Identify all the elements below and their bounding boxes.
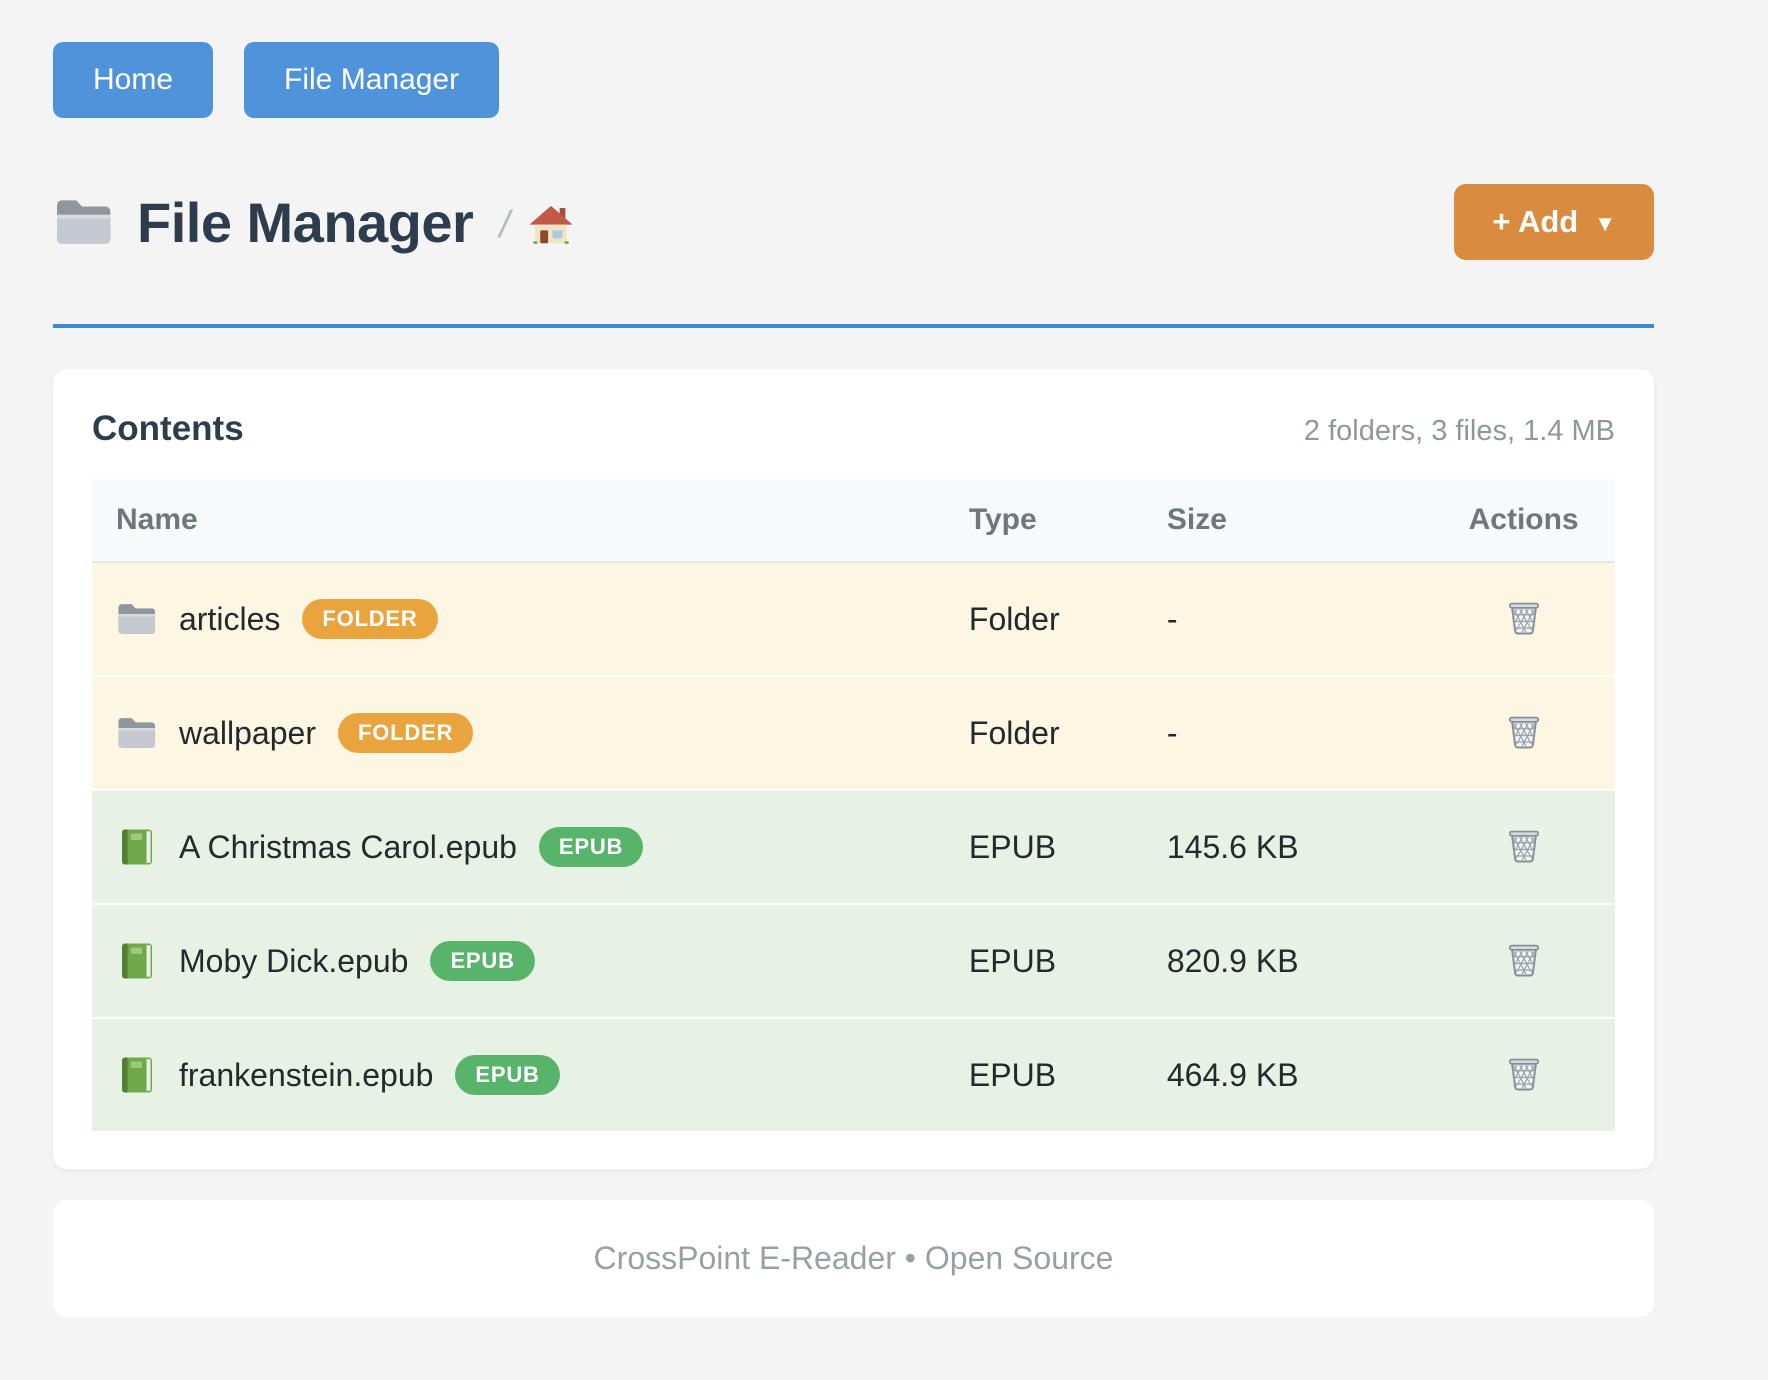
size-cell: -	[1142, 675, 1433, 790]
size-cell: 464.9 KB	[1142, 1017, 1433, 1131]
delete-button[interactable]	[1500, 935, 1548, 983]
type-cell: Folder	[944, 675, 1143, 790]
file-table-body: articles FOLDER Folder -	[92, 562, 1615, 1131]
column-header-size: Size	[1142, 479, 1433, 563]
wastebasket-icon	[1504, 825, 1544, 865]
name-cell: frankenstein.epub EPUB	[92, 1017, 945, 1131]
size-cell: -	[1166, 600, 1178, 637]
type-badge: FOLDER	[302, 599, 438, 639]
type-badge: EPUB	[455, 1055, 560, 1095]
table-row: Moby Dick.epub EPUB EPUB 820.9 KB	[92, 903, 1615, 1018]
file-name-link[interactable]: Moby Dick.epub	[179, 942, 409, 979]
name-cell: articles FOLDER	[92, 562, 945, 676]
add-button-label: + Add	[1492, 204, 1579, 239]
contents-card-header: Contents 2 folders, 3 files, 1.4 MB	[92, 409, 1615, 449]
nav-file-manager-button[interactable]: File Manager	[244, 42, 500, 118]
1con	[116, 713, 158, 753]
column-header-name: Name	[92, 479, 945, 563]
file-table-head: Name Type Size Actions	[92, 479, 1615, 563]
table-row: articles FOLDER Folder -	[92, 562, 1615, 676]
actions-cell	[1432, 903, 1615, 1018]
type-cell: EPUB	[944, 789, 1143, 904]
0con	[116, 599, 158, 639]
type-badge: FOLDER	[337, 713, 474, 753]
type-cell: EPUB	[944, 903, 1143, 1018]
top-nav: Home File Manager	[53, 0, 1654, 118]
size-cell: 145.6 KB	[1142, 789, 1433, 904]
delete-button[interactable]	[1500, 707, 1548, 755]
delete-button[interactable]	[1500, 1049, 1548, 1097]
table-row: A Christmas Carol.epub EPUB EPUB 145.6 K…	[92, 789, 1615, 904]
file-name-link[interactable]: frankenstein.epub	[179, 1056, 434, 1093]
wastebasket-icon	[1504, 1053, 1544, 1093]
file-name-link[interactable]: A Christmas Carol.epub	[179, 828, 517, 865]
page-title: File Manager	[137, 190, 474, 254]
type-badge: EPUB	[430, 941, 535, 981]
column-header-actions: Actions	[1432, 479, 1615, 563]
wastebasket-icon	[1504, 939, 1544, 979]
file-name-link[interactable]: articles	[179, 600, 281, 637]
contents-card: Contents 2 folders, 3 files, 1.4 MB Name…	[53, 369, 1654, 1169]
add-button[interactable]: + Add ▼	[1454, 184, 1654, 260]
actions-cell	[1432, 1017, 1615, 1131]
table-row: wallpaper FOLDER Folder -	[92, 675, 1615, 790]
table-row: frankenstein.epub EPUB EPUB 464.9 KB	[92, 1017, 1615, 1131]
type-cell: EPUB	[944, 1017, 1143, 1131]
breadcrumb-separator: /	[499, 203, 510, 246]
contents-summary: 2 folders, 3 files, 1.4 MB	[1303, 415, 1615, 447]
wastebasket-icon	[1504, 597, 1544, 637]
4con	[116, 1055, 158, 1095]
2con	[116, 827, 158, 867]
header-divider	[53, 324, 1654, 328]
name-cell: Moby Dick.epub EPUB	[92, 903, 945, 1018]
name-cell: wallpaper FOLDER	[92, 675, 945, 790]
page-container: Home File Manager File Manager / + Add ▼…	[53, 0, 1654, 1317]
footer: CrossPoint E-Reader • Open Source	[53, 1200, 1654, 1317]
title-group: File Manager /	[53, 190, 574, 255]
contents-title: Contents	[92, 409, 244, 448]
footer-text: CrossPoint E-Reader • Open Source	[593, 1240, 1114, 1276]
column-header-type: Type	[944, 479, 1143, 563]
folder-icon	[53, 195, 115, 249]
delete-button[interactable]	[1500, 593, 1548, 641]
nav-home-button[interactable]: Home	[53, 42, 214, 118]
size-cell: 820.9 KB	[1142, 903, 1433, 1018]
file-table: Name Type Size Actions articles FOLDER	[92, 479, 1615, 1131]
3con	[116, 941, 158, 981]
actions-cell	[1432, 789, 1615, 904]
file-name-link[interactable]: wallpaper	[179, 714, 316, 751]
caret-down-icon: ▼	[1594, 210, 1616, 236]
actions-cell	[1432, 562, 1615, 676]
wastebasket-icon	[1504, 711, 1544, 751]
house-icon[interactable]	[528, 203, 574, 249]
type-cell: Folder	[968, 600, 1060, 637]
actions-cell	[1432, 675, 1615, 790]
delete-button[interactable]	[1500, 821, 1548, 869]
page-header: File Manager / + Add ▼	[53, 174, 1654, 270]
name-cell: A Christmas Carol.epub EPUB	[92, 789, 945, 904]
type-badge: EPUB	[538, 827, 644, 867]
